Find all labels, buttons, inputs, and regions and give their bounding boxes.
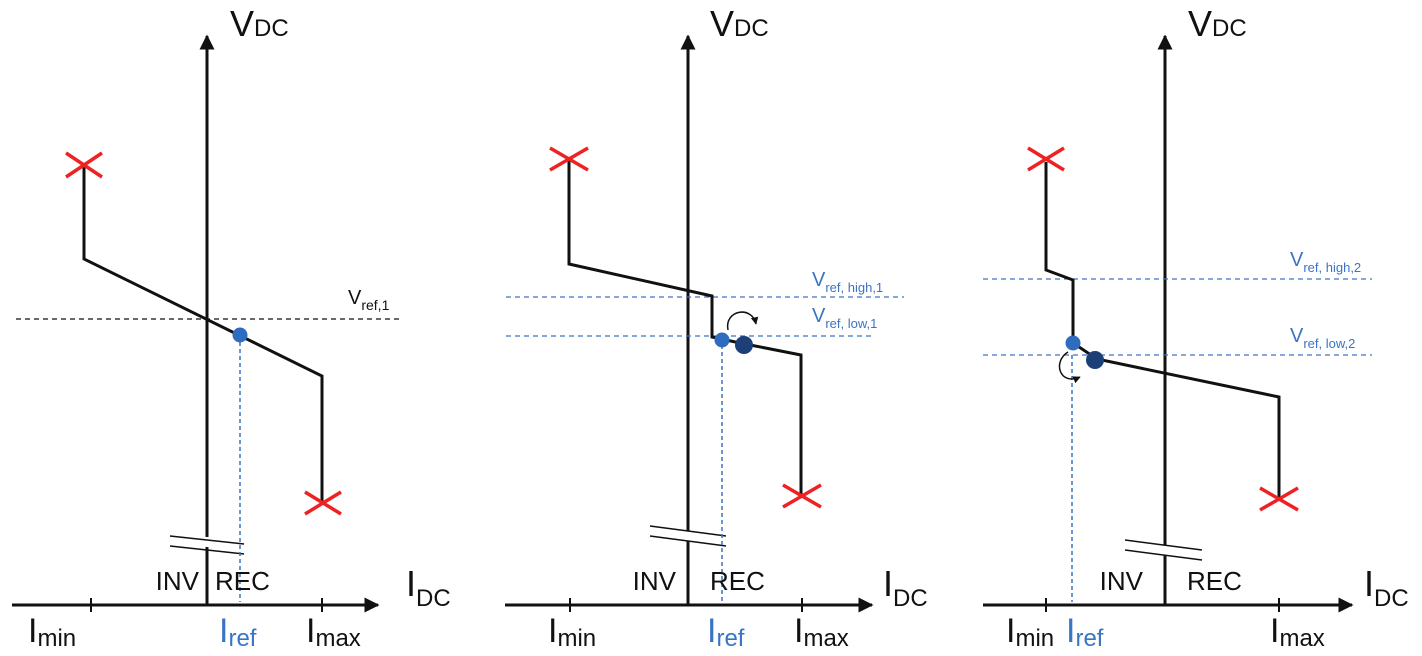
y-axis-label: VDC xyxy=(230,3,289,44)
operating-point-final xyxy=(1086,351,1104,369)
region-rec-label: REC xyxy=(1187,566,1242,596)
axis-break-marks xyxy=(649,525,727,547)
v-ref-label: Vref,1 xyxy=(348,287,390,313)
i-ref-label: Iref xyxy=(707,612,745,652)
x-axis-label: IDC xyxy=(1364,563,1409,612)
i-min-label: Imin xyxy=(548,612,596,652)
limit-marker-bottom xyxy=(304,490,342,516)
v-ref-high-label: Vref, high,1 xyxy=(812,269,883,295)
v-ref-low-label: Vref, low,1 xyxy=(812,305,877,331)
x-axis-label: IDC xyxy=(883,563,928,612)
v-ref-low-label: Vref, low,2 xyxy=(1290,325,1355,351)
operating-point-initial xyxy=(714,332,730,348)
characteristic-curve xyxy=(567,160,803,494)
limit-marker-top xyxy=(549,146,589,172)
y-axis-label: VDC xyxy=(1188,3,1247,44)
i-ref-label: Iref xyxy=(1066,612,1104,652)
axis-break-marks xyxy=(169,535,245,555)
panel-1: VDC IDC INV REC Imin Iref Imax Vref,1 xyxy=(12,3,451,652)
limit-marker-bottom xyxy=(782,483,822,509)
region-inv-label: INV xyxy=(1100,566,1144,596)
i-ref-label: Iref xyxy=(219,612,257,652)
operating-point xyxy=(232,327,248,343)
region-inv-label: INV xyxy=(633,566,677,596)
operating-point-final xyxy=(735,336,753,354)
transition-arrow-icon xyxy=(1058,351,1081,384)
i-max-label: Imax xyxy=(1270,612,1325,652)
characteristic-curve xyxy=(1044,162,1281,499)
characteristic-curve xyxy=(82,166,324,502)
panel-2: VDC IDC INV REC Imin Iref Imax Vref, hig… xyxy=(505,3,928,652)
region-rec-label: REC xyxy=(215,566,270,596)
region-rec-label: REC xyxy=(710,566,765,596)
limit-marker-bottom xyxy=(1259,486,1299,512)
v-ref-high-label: Vref, high,2 xyxy=(1290,249,1361,275)
i-max-label: Imax xyxy=(794,612,849,652)
limit-marker-top xyxy=(1027,146,1065,172)
i-max-label: Imax xyxy=(306,612,361,652)
x-axis-label: IDC xyxy=(406,563,451,612)
operating-point-initial xyxy=(1065,335,1081,351)
i-min-label: Imin xyxy=(1006,612,1054,652)
region-inv-label: INV xyxy=(156,566,200,596)
y-axis-label: VDC xyxy=(710,3,769,44)
transition-arrow-icon xyxy=(727,311,759,331)
axis-break-marks xyxy=(1124,539,1203,561)
limit-marker-top xyxy=(65,151,103,179)
i-min-label: Imin xyxy=(28,612,76,652)
panel-3: VDC IDC INV REC Imin Iref Imax Vref, hig… xyxy=(983,3,1409,652)
